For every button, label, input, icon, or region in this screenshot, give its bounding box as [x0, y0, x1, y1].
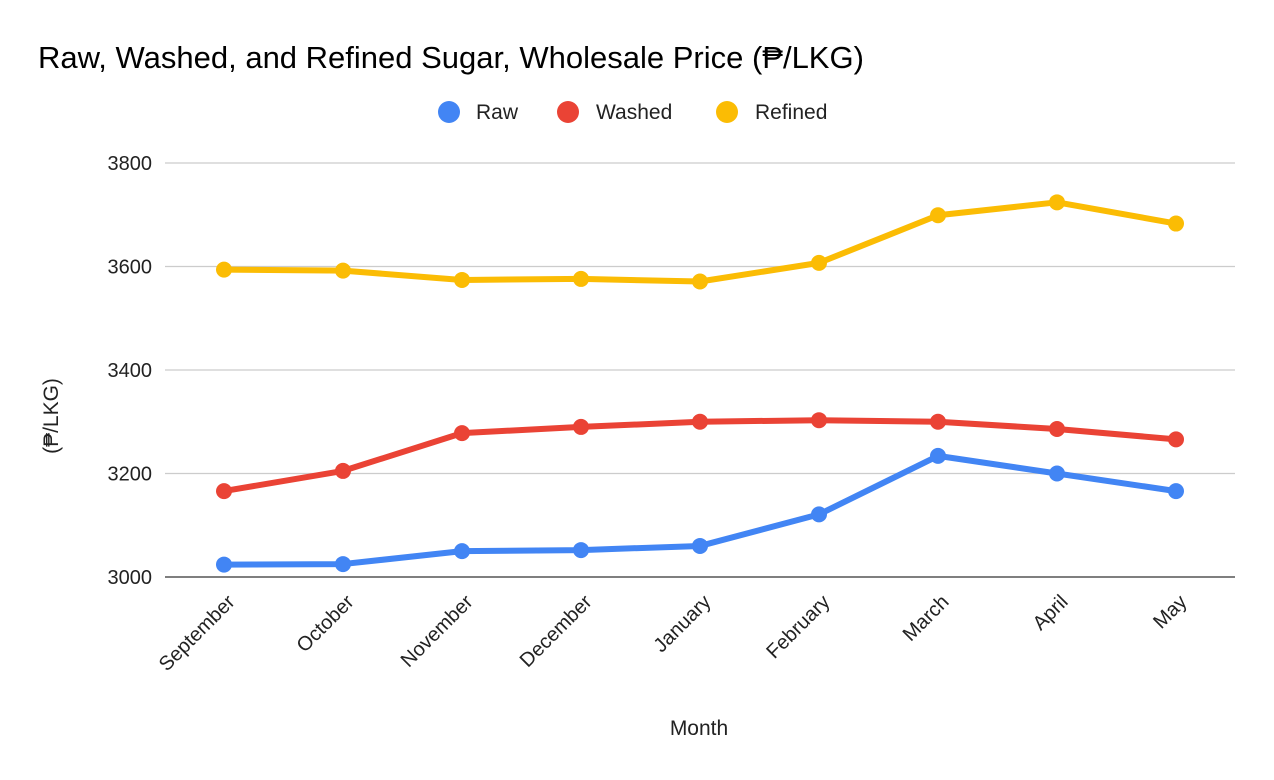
data-point-raw	[1049, 465, 1065, 482]
x-tick-label: December	[516, 591, 597, 672]
data-point-washed	[692, 413, 708, 430]
series-raw	[216, 447, 1184, 573]
data-point-raw	[573, 542, 589, 559]
data-point-washed	[573, 418, 589, 435]
data-point-refined	[335, 262, 351, 279]
x-tick-label: April	[1029, 591, 1073, 635]
data-point-refined	[454, 271, 470, 288]
data-point-raw	[216, 556, 232, 573]
series-line-washed	[221, 417, 1179, 495]
data-point-washed	[216, 483, 232, 500]
series-layer	[216, 194, 1184, 573]
x-tick-label: September	[155, 591, 240, 676]
y-axis-label: (₱/LKG)	[40, 378, 63, 454]
legend-swatch	[716, 101, 738, 123]
data-point-washed	[811, 412, 827, 429]
data-point-refined	[573, 270, 589, 287]
data-point-washed	[930, 413, 946, 430]
y-axis-ticks: 3000 3200 3400 3600 3800	[108, 153, 153, 589]
series-washed	[216, 412, 1184, 500]
y-tick-label: 3400	[108, 360, 153, 382]
legend-item-raw: Raw	[438, 101, 519, 124]
x-tick-label: November	[397, 591, 478, 672]
data-point-raw	[454, 543, 470, 560]
data-point-raw	[692, 537, 708, 554]
x-tick-label: October	[293, 591, 359, 657]
series-refined	[216, 194, 1184, 290]
data-point-refined	[216, 261, 232, 278]
data-point-raw	[930, 447, 946, 464]
x-tick-label: January	[650, 591, 716, 657]
y-tick-label: 3800	[108, 153, 153, 175]
data-point-refined	[692, 273, 708, 290]
x-tick-label: February	[762, 591, 834, 663]
gridlines	[165, 162, 1235, 578]
x-axis-ticks: September October November December January F…	[155, 591, 1192, 676]
data-point-washed	[454, 425, 470, 442]
data-point-washed	[1168, 431, 1184, 448]
x-tick-label: May	[1149, 591, 1191, 633]
legend: Raw Washed Refined	[438, 101, 827, 124]
data-point-raw	[335, 556, 351, 573]
data-point-refined	[811, 254, 827, 271]
data-point-raw	[1168, 483, 1184, 500]
series-line-refined	[221, 199, 1179, 285]
data-point-raw	[811, 506, 827, 523]
data-point-refined	[1049, 194, 1065, 211]
legend-label: Refined	[755, 101, 827, 124]
data-point-refined	[1168, 215, 1184, 232]
x-tick-label: March	[899, 591, 954, 646]
legend-label: Washed	[596, 101, 672, 124]
data-point-washed	[335, 462, 351, 479]
legend-label: Raw	[476, 101, 519, 124]
data-point-refined	[930, 207, 946, 224]
chart-title: Raw, Washed, and Refined Sugar, Wholesal…	[38, 40, 864, 75]
y-tick-label: 3000	[108, 567, 153, 589]
legend-item-washed: Washed	[557, 101, 672, 124]
data-point-washed	[1049, 420, 1065, 437]
y-tick-label: 3200	[108, 464, 153, 486]
x-axis-label: Month	[670, 717, 728, 740]
y-tick-label: 3600	[108, 257, 153, 279]
legend-swatch	[438, 101, 460, 123]
legend-item-refined: Refined	[716, 101, 827, 124]
legend-swatch	[557, 101, 579, 123]
